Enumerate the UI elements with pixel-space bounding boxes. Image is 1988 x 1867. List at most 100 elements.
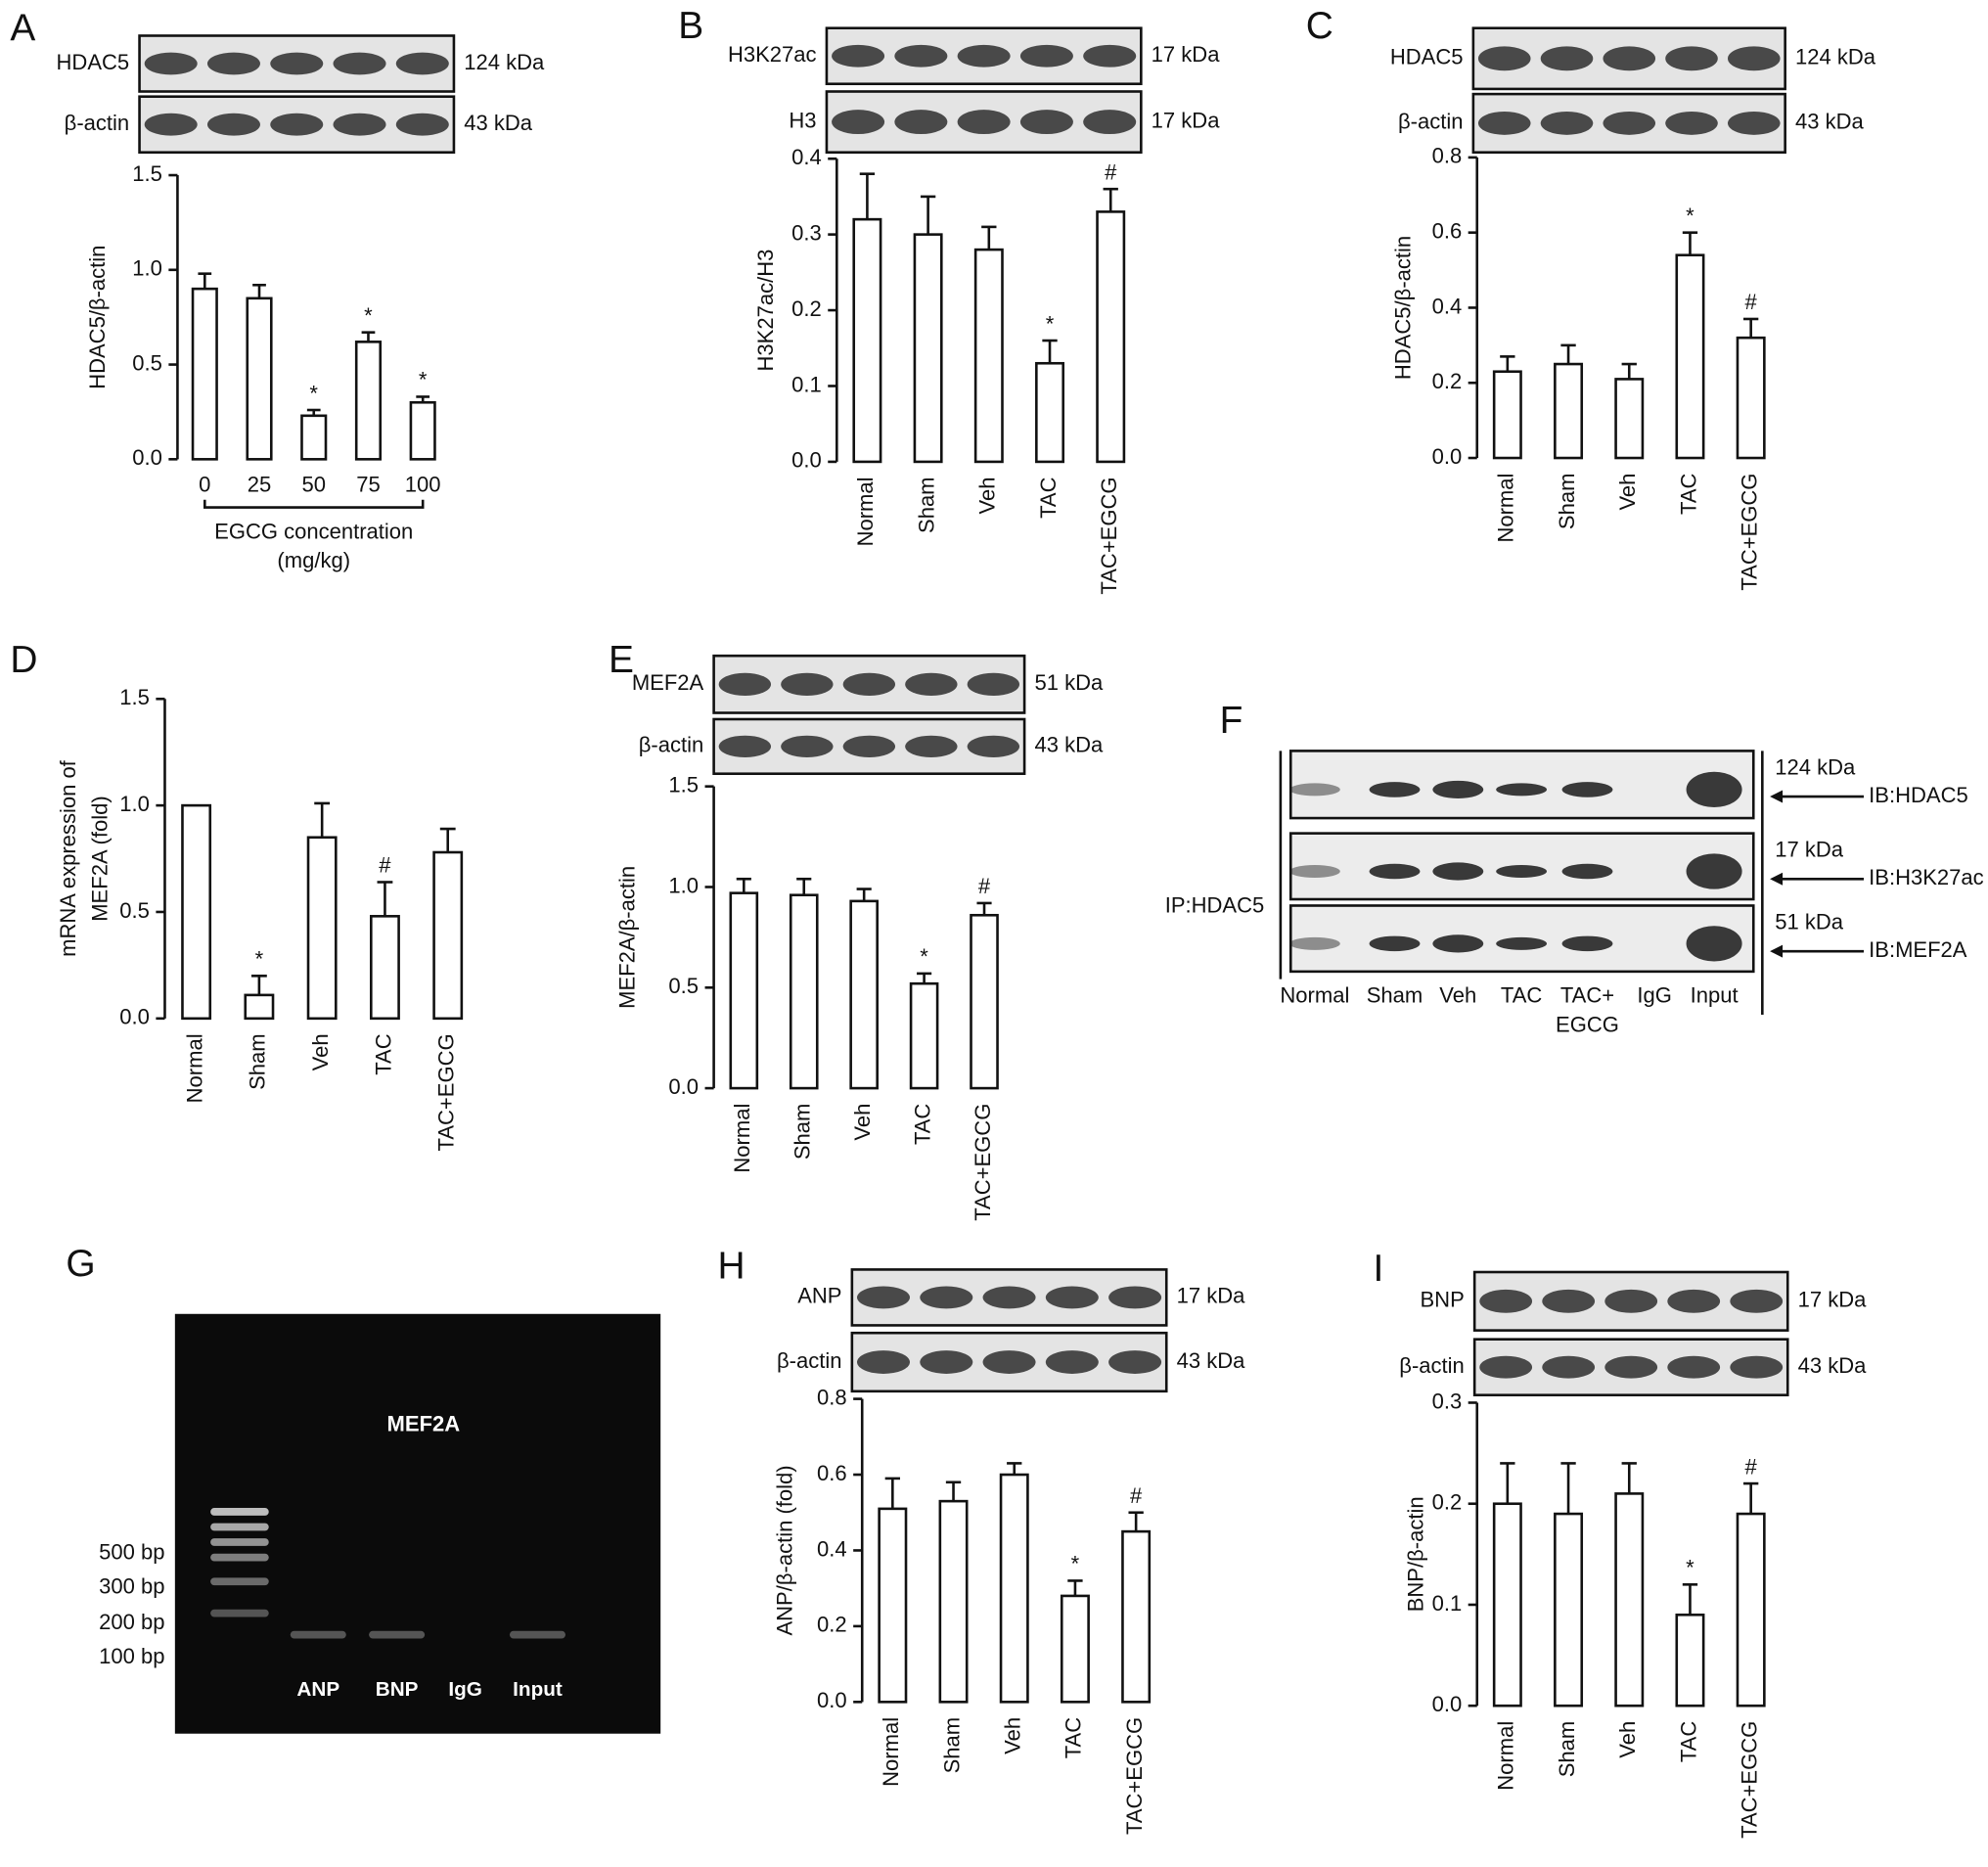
y-axis-label: ANP/β-actin (fold)	[772, 1465, 796, 1635]
blot-band	[1432, 934, 1484, 953]
panel-letter: D	[10, 639, 37, 681]
blot-band	[144, 52, 198, 75]
x-tick-label: Sham	[939, 1717, 964, 1774]
blot-band	[1542, 1289, 1596, 1313]
blot-size: 43 kDa	[1034, 733, 1104, 757]
x-tick-label: TAC+EGCG	[1122, 1717, 1147, 1835]
ladder-label: 100 bp	[99, 1644, 164, 1668]
blot-label: BNP	[1421, 1288, 1465, 1312]
x-tick-label: 75	[356, 472, 381, 496]
blot-band	[1540, 111, 1594, 135]
y-tick-label: 0.3	[791, 220, 822, 245]
y-tick-label: 1.0	[119, 792, 150, 816]
lane-label: TAC	[1501, 983, 1542, 1008]
y-axis-label: MEF2A (fold)	[87, 796, 112, 921]
lane-label: TAC+	[1560, 983, 1614, 1008]
blot-band	[270, 113, 324, 136]
blot-band	[1108, 1350, 1162, 1374]
significance-marker: *	[419, 368, 428, 392]
bar	[1554, 362, 1584, 460]
y-tick-label: 0.4	[817, 1536, 847, 1561]
ip-label: IP:HDAC5	[1165, 893, 1265, 918]
ladder-band	[210, 1553, 269, 1562]
blot-band	[1369, 935, 1421, 952]
x-tick-label: Veh	[1001, 1717, 1025, 1754]
ib-label: IB:HDAC5	[1869, 783, 1968, 807]
y-axis-label: HDAC5/β-actin	[1391, 236, 1416, 380]
blot-label: MEF2A	[632, 670, 704, 695]
blot-band	[832, 110, 885, 135]
panel-letter: F	[1220, 700, 1243, 742]
blot-band	[1019, 44, 1073, 68]
bar	[1121, 1529, 1152, 1704]
blot-band	[832, 44, 885, 68]
blot-band	[1686, 853, 1742, 889]
blot-band	[1665, 46, 1718, 71]
blot-band	[206, 52, 260, 75]
x-tick-label: TAC	[1036, 477, 1061, 518]
bar	[913, 233, 943, 464]
blot-band	[1540, 46, 1594, 71]
blot-band	[856, 1350, 910, 1374]
bar	[1614, 378, 1645, 460]
blot-band	[781, 672, 834, 697]
blot-band	[1108, 1286, 1162, 1309]
significance-marker: *	[920, 944, 928, 969]
blot-size: 51 kDa	[1034, 670, 1104, 695]
x-tick-label: TAC+EGCG	[1737, 474, 1761, 591]
blot-band	[1288, 865, 1340, 878]
blot-band	[270, 52, 324, 75]
blot-size: 43 kDa	[1177, 1348, 1246, 1373]
bar	[306, 836, 338, 1021]
lane-label: Input	[1691, 983, 1739, 1008]
blot-band	[967, 735, 1020, 757]
x-tick-label: Normal	[879, 1717, 903, 1787]
blot-band	[1083, 44, 1137, 68]
blot-band	[1432, 780, 1484, 798]
x-tick-label: Normal	[853, 477, 878, 546]
x-tick-label: Veh	[1615, 474, 1640, 511]
significance-marker: *	[309, 381, 318, 405]
blot-label: HDAC5	[1390, 45, 1464, 69]
x-tick-label: TAC	[910, 1104, 934, 1145]
bar	[789, 893, 819, 1090]
blot-band	[1479, 1355, 1533, 1379]
blot-band	[1727, 46, 1781, 71]
y-tick-label: 0.1	[791, 372, 822, 396]
blot-band	[1730, 1289, 1784, 1313]
x-axis-label: (mg/kg)	[277, 548, 350, 572]
blot-band	[842, 672, 896, 697]
x-bracket	[203, 499, 425, 509]
blot-band	[1604, 1355, 1658, 1379]
y-tick-label: 1.5	[119, 685, 150, 709]
x-tick-label: Veh	[975, 477, 1000, 514]
blot-band	[1477, 46, 1531, 71]
y-tick-label: 0.2	[1432, 369, 1463, 393]
blot-band	[1561, 782, 1613, 797]
lane-label: Sham	[1367, 983, 1423, 1008]
gel-title: MEF2A	[387, 1412, 461, 1436]
x-tick-label: Sham	[246, 1033, 270, 1090]
gel-lane-label: Input	[513, 1678, 563, 1701]
y-tick-label: 0.5	[668, 974, 699, 998]
bar	[1736, 1512, 1766, 1708]
ladder-label: 500 bp	[99, 1540, 164, 1565]
y-tick-label: 0.8	[1432, 144, 1463, 168]
blot-band	[1561, 935, 1613, 952]
bar	[300, 414, 328, 461]
x-tick-label: TAC	[1062, 1717, 1086, 1758]
bar	[1554, 1512, 1584, 1708]
y-tick-label: 1.0	[132, 256, 162, 281]
ib-label: IB:MEF2A	[1869, 937, 1967, 962]
x-tick-label: Normal	[730, 1104, 754, 1173]
blot-label: H3	[789, 108, 816, 132]
blot-label: β-actin	[1399, 1353, 1465, 1378]
y-tick-label: 0.0	[132, 445, 162, 470]
molecular-weight: 17 kDa	[1775, 838, 1844, 862]
panel-letter: B	[678, 5, 703, 47]
x-tick-label: Normal	[182, 1033, 206, 1103]
blot-label: β-actin	[65, 111, 130, 135]
bar	[1035, 361, 1065, 464]
bar	[181, 803, 212, 1021]
blot-band	[905, 672, 958, 697]
